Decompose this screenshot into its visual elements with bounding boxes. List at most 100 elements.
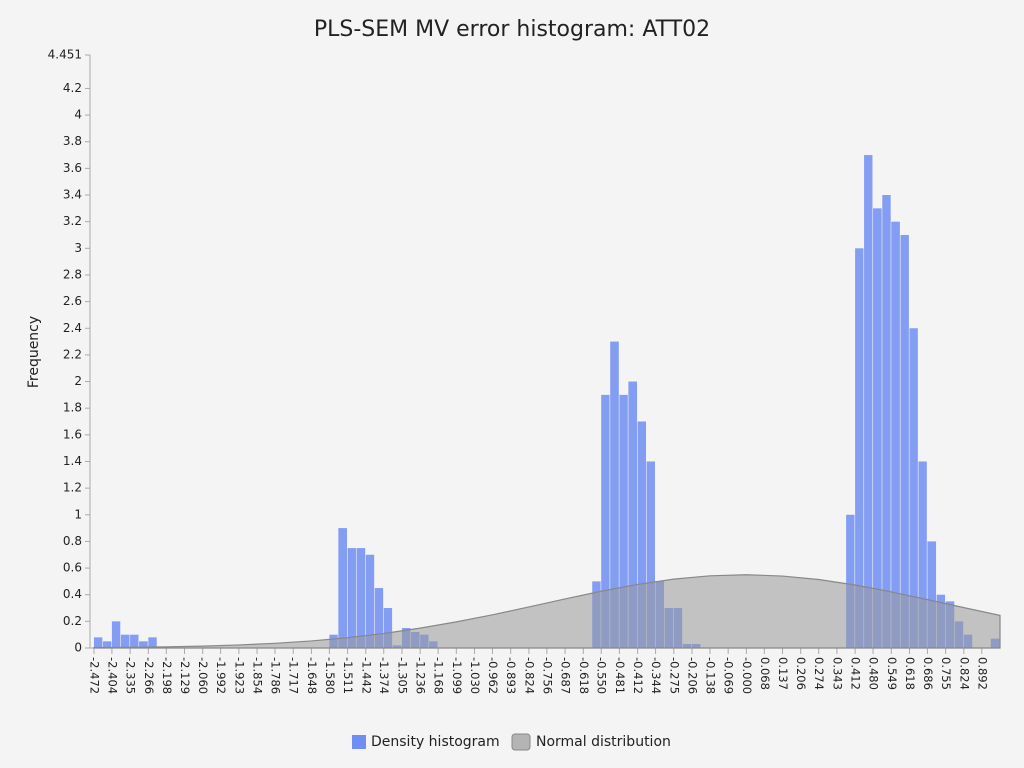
x-tick-label: -0.206 <box>686 657 700 694</box>
bar <box>111 621 121 648</box>
legend-swatch <box>352 735 366 749</box>
bar <box>846 514 855 648</box>
y-tick-label: 4.451 <box>48 48 82 62</box>
bar <box>918 461 927 648</box>
y-tick-label: 0.8 <box>63 534 82 548</box>
y-tick-label: 1.4 <box>63 454 82 468</box>
normal-curve <box>93 574 1001 649</box>
bar <box>120 634 130 648</box>
x-tick-label: -0.618 <box>577 657 591 694</box>
bar <box>891 221 900 649</box>
x-tick-label: -2.335 <box>124 657 138 694</box>
x-tick-label: -1.030 <box>468 657 482 694</box>
bar <box>374 588 384 648</box>
x-tick-label: -0.893 <box>504 657 518 694</box>
bar <box>855 248 864 649</box>
y-tick-label: 3.2 <box>63 214 82 228</box>
bar <box>338 528 347 648</box>
y-tick-label: 0 <box>74 641 82 655</box>
x-tick-label: -2.198 <box>160 657 174 694</box>
x-tick-label: -1.442 <box>359 657 373 694</box>
bar <box>130 634 139 648</box>
bar <box>628 381 638 648</box>
x-tick-label: 0.274 <box>812 657 826 690</box>
legend-swatch <box>511 733 531 751</box>
y-tick-label: 3.4 <box>63 188 82 202</box>
y-tick-label: 2.4 <box>63 321 82 335</box>
y-axis-label: Frequency <box>26 316 42 388</box>
x-tick-label: -0.344 <box>649 657 663 694</box>
y-tick-label: 0.6 <box>63 561 82 575</box>
x-tick-label: -0.412 <box>631 657 645 694</box>
x-tick-label: -1.168 <box>432 657 446 694</box>
x-tick-label: -0.756 <box>540 657 554 694</box>
x-tick-label: -2.404 <box>105 657 119 694</box>
bar <box>646 461 655 648</box>
x-tick-label: 0.549 <box>885 657 899 690</box>
x-tick-label: -1.580 <box>323 657 337 694</box>
y-tick-label: 1.6 <box>63 427 82 441</box>
bar <box>356 548 366 648</box>
bar <box>93 637 103 648</box>
x-tick-label: -1.717 <box>287 657 301 694</box>
y-tick-label: 2.6 <box>63 294 82 308</box>
bar <box>610 341 619 648</box>
x-tick-label: -1.305 <box>395 657 409 694</box>
bar <box>383 608 393 648</box>
y-tick-label: 3.8 <box>63 134 82 148</box>
y-tick-label: 3.6 <box>63 161 82 175</box>
y-tick-label: 2 <box>74 374 82 388</box>
bar <box>139 641 148 648</box>
bar <box>637 421 647 648</box>
x-tick-label: 0.068 <box>758 657 772 690</box>
x-tick-label: 0.892 <box>975 657 989 690</box>
y-tick-label: 0.2 <box>63 614 82 628</box>
y-tick-label: 1 <box>74 507 82 521</box>
x-tick-label: -0.687 <box>559 657 573 694</box>
x-tick-label: -1.854 <box>251 657 265 694</box>
x-tick-label: -0.275 <box>667 657 681 694</box>
bar <box>909 328 918 648</box>
x-tick-label: 0.412 <box>849 657 863 690</box>
bar <box>148 637 157 648</box>
y-tick-label: 2.8 <box>63 267 82 281</box>
bar <box>927 541 937 648</box>
bar <box>900 234 909 648</box>
bar <box>619 394 628 648</box>
y-tick-label: 4.2 <box>63 81 82 95</box>
x-tick-label: -2.472 <box>87 657 101 694</box>
legend-label: Normal distribution <box>536 734 671 750</box>
y-tick-label: 4 <box>74 108 82 122</box>
x-tick-label: -0.962 <box>486 657 500 694</box>
x-tick-label: 0.755 <box>939 657 953 690</box>
x-tick-label: -1.992 <box>214 657 228 694</box>
bar <box>347 548 356 648</box>
bar <box>365 554 375 648</box>
x-tick-label: 0.824 <box>957 657 971 690</box>
bar <box>873 208 882 648</box>
x-tick-label: -0.481 <box>613 657 627 694</box>
x-tick-label: -2.060 <box>196 657 210 694</box>
x-tick-label: 0.618 <box>903 657 917 690</box>
x-tick-label: -1.099 <box>450 657 464 694</box>
bar <box>102 641 112 648</box>
x-tick-label: -2.266 <box>142 657 156 694</box>
x-tick-label: -2.129 <box>178 657 192 694</box>
x-tick-label: 0.206 <box>794 657 808 690</box>
y-tick-label: 1.8 <box>63 401 82 415</box>
x-tick-label: -1.648 <box>305 657 319 694</box>
x-tick-label: -0.000 <box>740 657 754 694</box>
x-tick-label: -1.786 <box>269 657 283 694</box>
x-tick-label: -1.236 <box>414 657 428 694</box>
y-tick-label: 3 <box>74 241 82 255</box>
legend-label: Density histogram <box>371 734 500 750</box>
x-tick-label: 0.686 <box>921 657 935 690</box>
x-tick-label: -1.511 <box>341 657 355 694</box>
y-tick-label: 1.2 <box>63 481 82 495</box>
x-tick-label: 0.137 <box>776 657 790 690</box>
x-tick-label: 0.343 <box>830 657 844 690</box>
bar <box>601 394 610 648</box>
x-tick-label: -0.550 <box>595 657 609 694</box>
y-tick-label: 2.2 <box>63 347 82 361</box>
